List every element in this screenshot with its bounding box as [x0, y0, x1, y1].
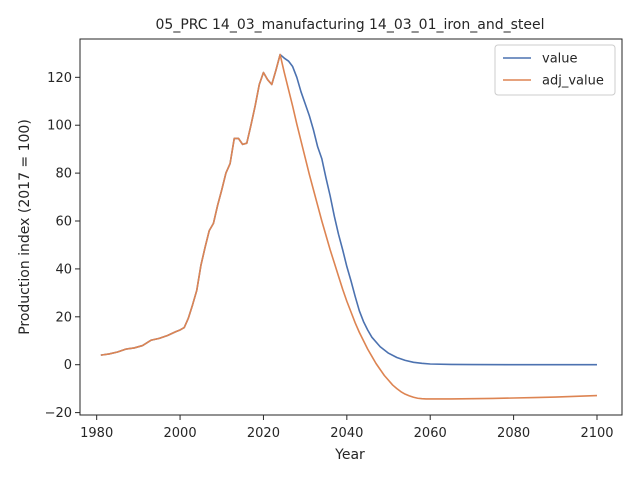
- x-tick-label: 2100: [580, 426, 613, 441]
- y-tick-label: 20: [55, 310, 72, 325]
- legend-label-value: value: [542, 52, 578, 67]
- x-axis: 1980 2000 2020 2040 2060 2080 2100: [80, 415, 614, 441]
- x-tick-label: 2040: [330, 426, 363, 441]
- y-axis-label: Production index (2017 = 100): [17, 119, 33, 335]
- legend: value adj_value: [494, 44, 616, 96]
- y-tick-label: 120: [47, 71, 72, 86]
- chart-title: 05_PRC 14_03_manufacturing 14_03_01_iron…: [156, 17, 545, 33]
- x-tick-label: 2020: [247, 426, 280, 441]
- y-tick-label: 80: [55, 167, 72, 182]
- series-line-adj-value: [100, 53, 598, 400]
- y-tick-label: 60: [55, 215, 72, 230]
- y-tick-label: 40: [55, 262, 72, 277]
- x-axis-label: Year: [334, 447, 365, 463]
- x-tick-label: 2080: [497, 426, 530, 441]
- series-line-value: [100, 53, 597, 366]
- plot-border: [79, 38, 623, 416]
- x-tick-label: 1980: [80, 426, 113, 441]
- y-axis: −20 0 20 40 60 80 100 120: [45, 71, 80, 421]
- series-lines: [100, 53, 598, 400]
- plot-frame: [79, 38, 623, 416]
- y-tick-label: 0: [64, 358, 72, 373]
- y-tick-label: −20: [45, 406, 72, 421]
- x-tick-label: 2060: [414, 426, 447, 441]
- x-tick-label: 2000: [164, 426, 197, 441]
- y-tick-label: 100: [47, 119, 72, 134]
- legend-label-adj-value: adj_value: [542, 74, 604, 89]
